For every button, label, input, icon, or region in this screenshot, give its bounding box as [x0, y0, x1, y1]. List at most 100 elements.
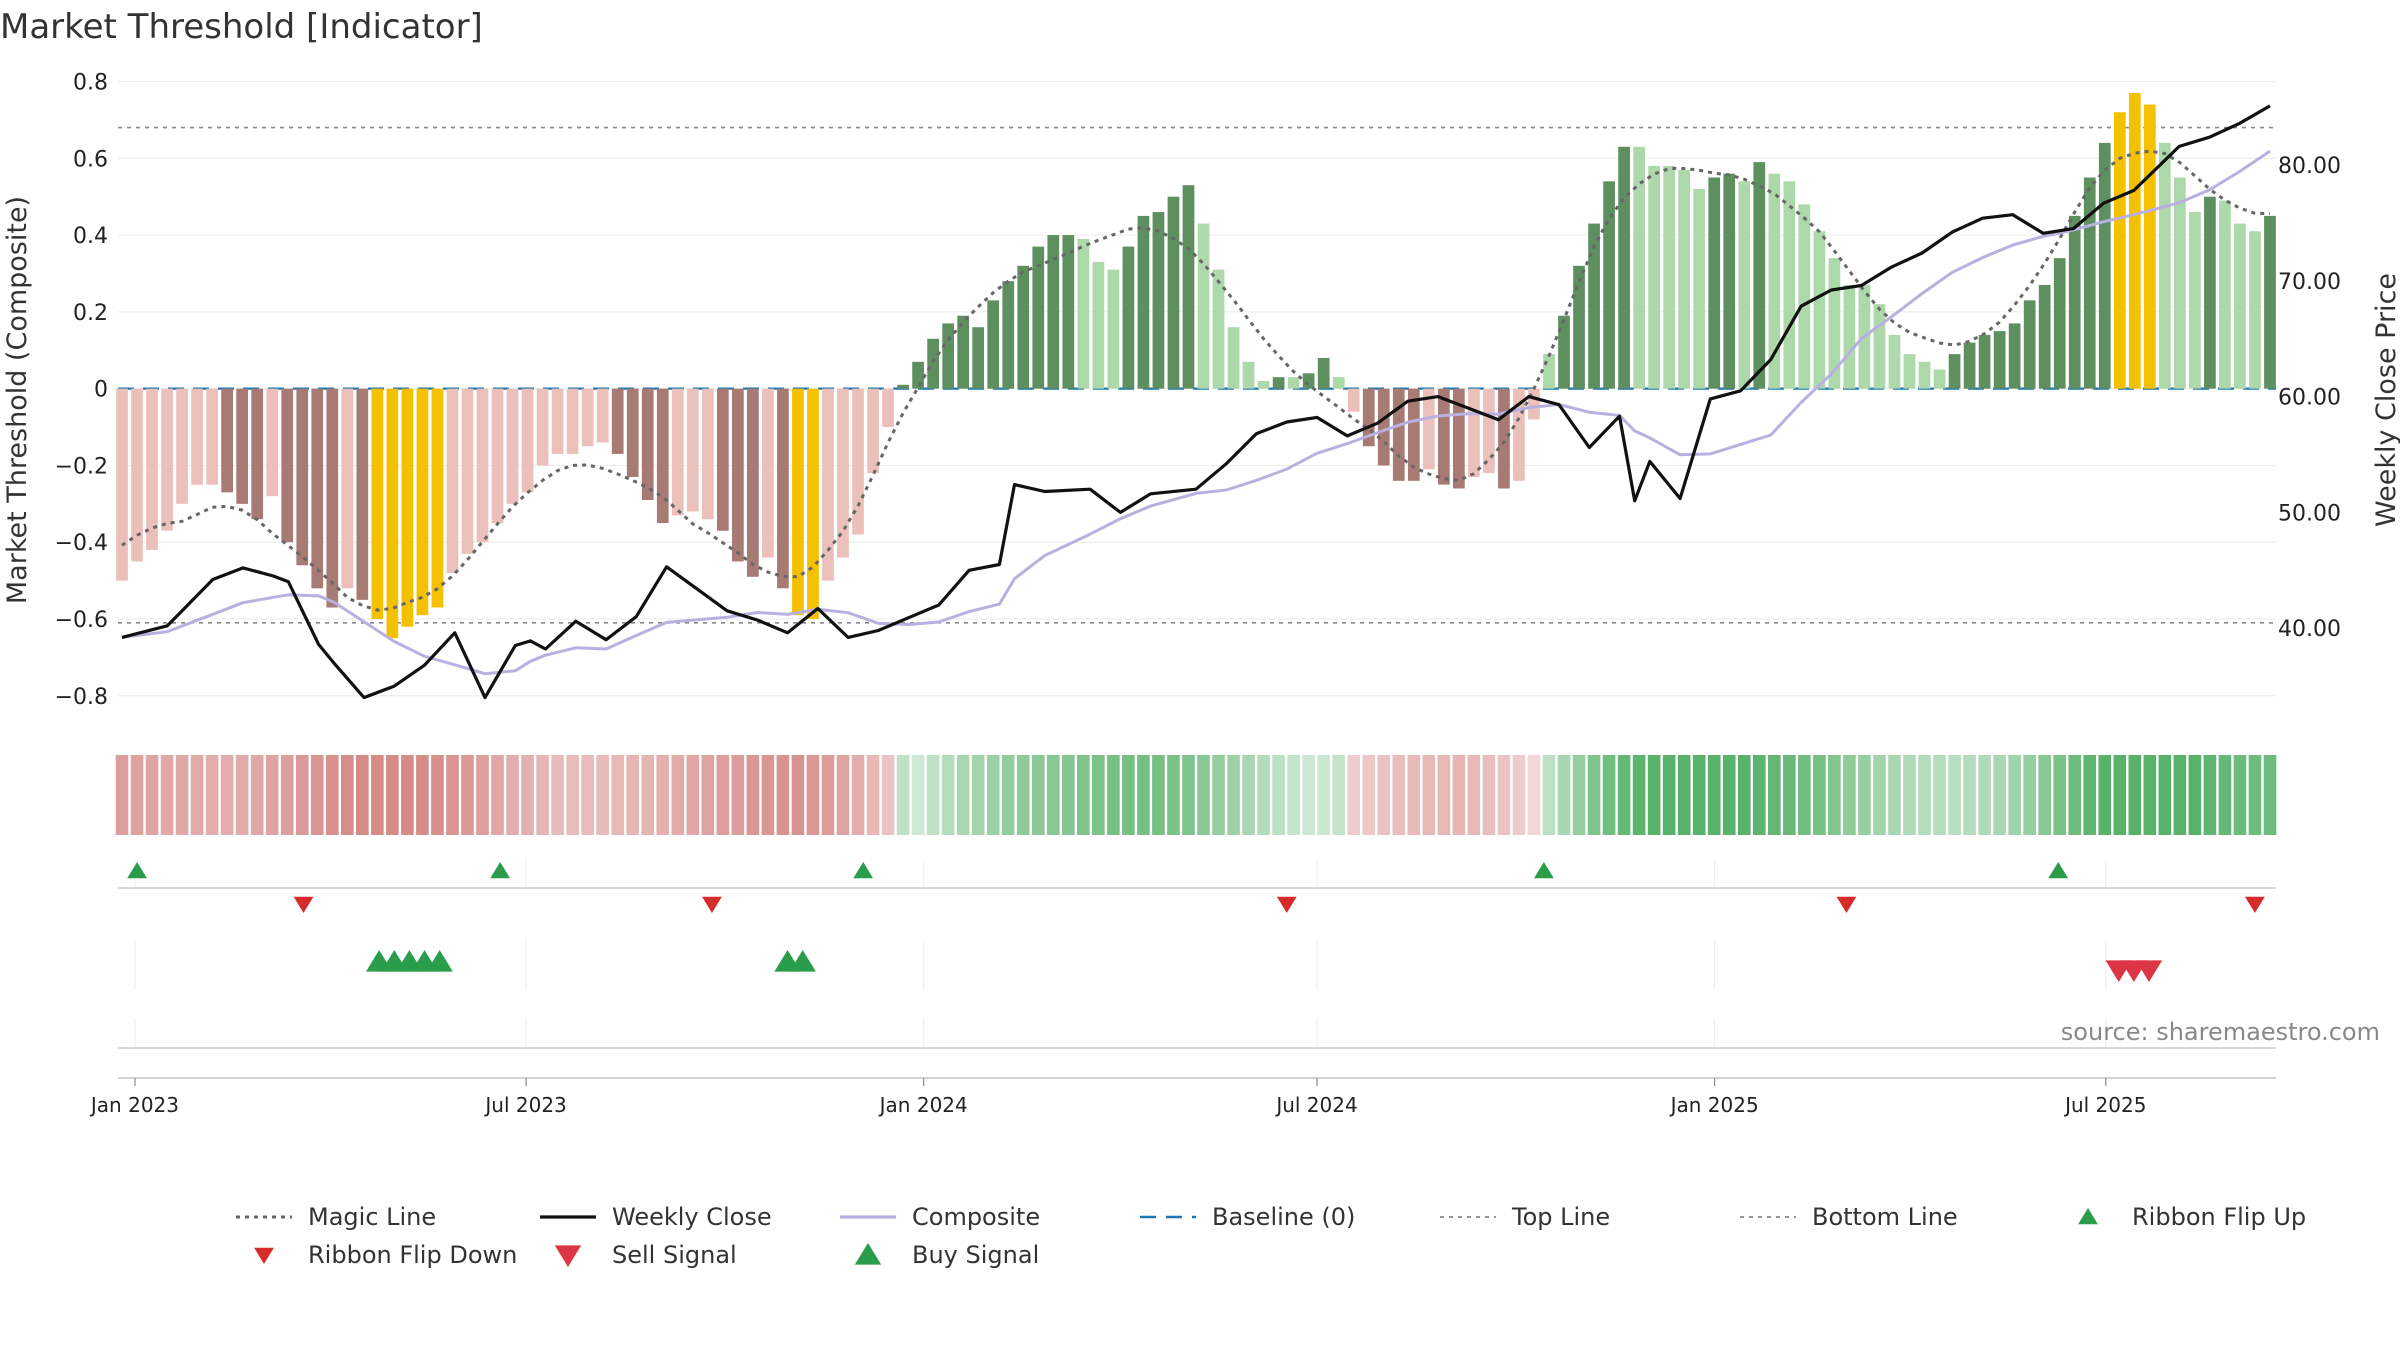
histogram-bar [2128, 93, 2141, 389]
histogram-bar [671, 388, 684, 516]
ribbon-cell [1903, 755, 1916, 835]
histogram-bar [2098, 142, 2111, 389]
ribbon-cell [160, 755, 174, 835]
histogram-bar [1603, 181, 1615, 389]
ribbon-cell [896, 755, 910, 835]
histogram-bar [1978, 334, 1991, 389]
histogram-bar [1888, 334, 1901, 389]
ribbon-cell [761, 755, 775, 835]
histogram-bar [1287, 377, 1300, 389]
histogram-bar [2264, 215, 2276, 389]
legend-label: Baseline (0) [1212, 1203, 1355, 1231]
ribbon-cell [1647, 755, 1661, 835]
ribbon-cell [1512, 755, 1526, 835]
histogram-bar [1092, 261, 1105, 389]
sell-signal-marker [2135, 960, 2163, 982]
histogram-bar [1077, 238, 1090, 389]
ribbon-flip-up-marker [853, 862, 874, 879]
histogram-bar [1257, 380, 1270, 389]
ribbon-cell [1242, 755, 1255, 835]
ribbon-cell [596, 755, 609, 835]
left-tick-label: 0.6 [73, 147, 108, 172]
histogram-bar [1948, 354, 1961, 389]
histogram-bar [641, 388, 654, 500]
ribbon-cell [641, 755, 655, 835]
histogram-bar [431, 388, 444, 608]
buy-signal-marker [789, 950, 816, 972]
histogram-bar [1963, 342, 1976, 389]
histogram-bar [1543, 354, 1555, 389]
ribbon-cell [941, 755, 955, 835]
histogram-bar [1513, 388, 1525, 481]
ribbon-cell [2143, 755, 2157, 835]
histogram-bar [747, 388, 759, 577]
ribbon-cell [476, 755, 489, 835]
ribbon-cell [1497, 755, 1511, 835]
ribbon-cell [1122, 755, 1135, 835]
ribbon-cell [431, 755, 444, 835]
ribbon-cell [2263, 755, 2277, 835]
ribbon-cell [1632, 755, 1646, 835]
ribbon-cell [220, 755, 234, 835]
ribbon-cell [2023, 755, 2036, 835]
histogram-bar [281, 388, 294, 543]
histogram-bar [221, 388, 234, 493]
ribbon-cell [386, 755, 399, 835]
histogram-bar [1828, 258, 1841, 389]
histogram-bar [131, 388, 143, 562]
histogram-bar [656, 388, 669, 524]
histogram-bar [596, 388, 609, 443]
ribbon-cell [506, 755, 519, 835]
histogram-bar [191, 388, 203, 485]
legend-swatch [254, 1247, 274, 1264]
histogram-bar [1783, 181, 1796, 389]
ribbon-flip-down-marker [2244, 896, 2265, 913]
ribbon-cell [235, 755, 249, 835]
histogram-bar [506, 388, 519, 504]
signal-panels [118, 860, 2276, 1079]
ribbon-cell [1783, 755, 1796, 835]
histogram-bar [1528, 388, 1540, 420]
ribbon-cell [1978, 755, 1991, 835]
ribbon-cell [581, 755, 594, 835]
histogram-bar [867, 388, 879, 474]
histogram-bar [491, 388, 504, 524]
source-label: source: sharemaestro.com [2061, 1018, 2380, 1046]
ribbon-cell [1963, 755, 1976, 835]
histogram-bar [1678, 169, 1691, 389]
ribbon-cell [1077, 755, 1090, 835]
histogram-bar [1753, 162, 1766, 389]
histogram-bar [1618, 146, 1630, 389]
ribbon-cell [611, 755, 625, 835]
histogram-bar [371, 388, 384, 620]
ribbon-cell [881, 755, 895, 835]
ribbon-cell [1001, 755, 1015, 835]
histogram-bar [807, 388, 819, 620]
histogram-bar [1813, 231, 1826, 389]
series-lines [121, 104, 2271, 700]
histogram-bar [326, 388, 339, 608]
ribbon-cell [2038, 755, 2051, 835]
histogram-bar [1873, 304, 1886, 389]
histogram-bar [2158, 142, 2171, 389]
ribbon-flip-up-marker [1534, 862, 1554, 879]
histogram-bar [1272, 377, 1285, 389]
histogram-bar [942, 323, 955, 389]
histogram-bar [957, 315, 970, 389]
ribbon-cell [265, 755, 279, 835]
legend-swatch [854, 1243, 882, 1265]
ribbon-cell [1437, 755, 1451, 835]
histogram-bar [1227, 327, 1240, 389]
ribbon-cell [806, 755, 820, 835]
histogram-bar [2083, 177, 2096, 389]
histogram-bar [2053, 258, 2066, 389]
x-tick-label: Jul 2023 [483, 1093, 566, 1117]
ribbon-cell [746, 755, 760, 835]
histogram-bar [2038, 285, 2051, 389]
histogram-bar [1918, 361, 1931, 389]
ribbon-cell [1167, 755, 1180, 835]
ribbon-cell [1482, 755, 1496, 835]
left-tick-label: 0 [94, 378, 108, 403]
histogram-bar [566, 388, 579, 454]
ribbon-cell [190, 755, 204, 835]
